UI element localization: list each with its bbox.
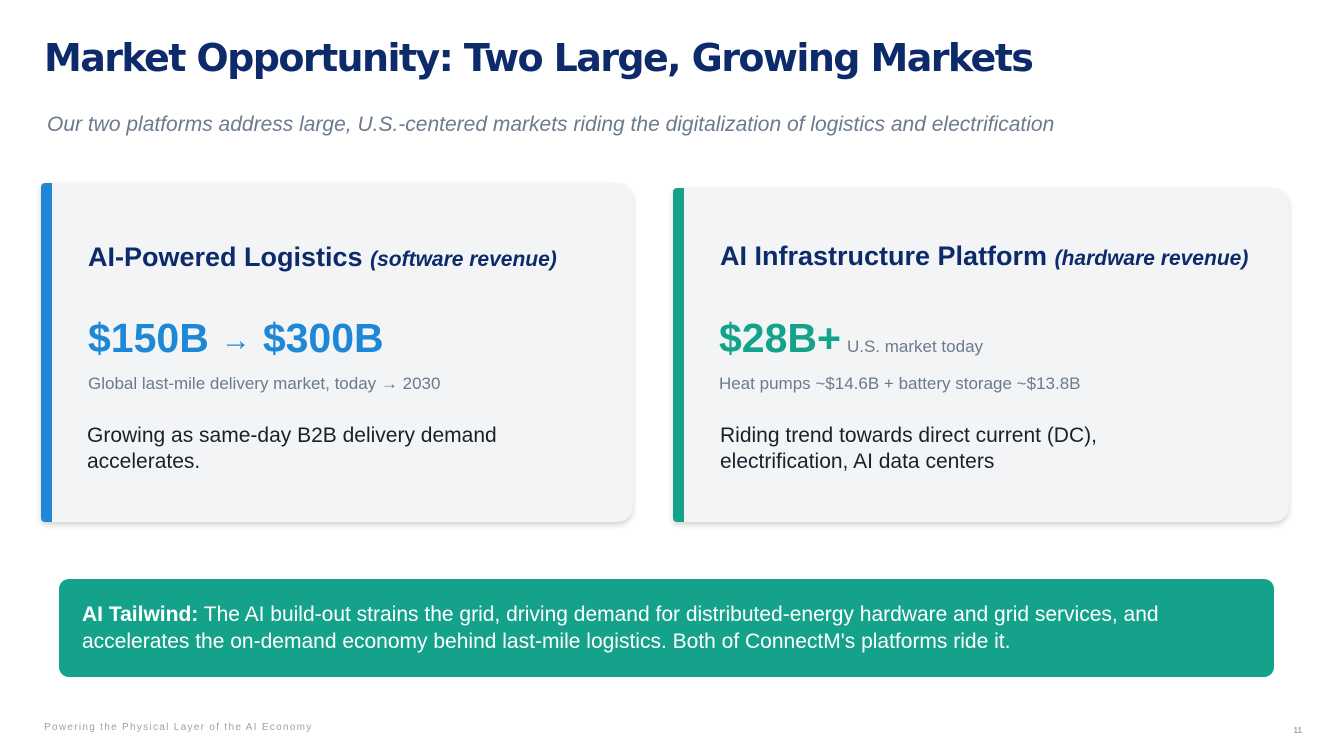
logistics-value-from: $150B — [88, 315, 209, 361]
infrastructure-accent-bar — [673, 188, 684, 522]
logistics-card: AI-Powered Logistics (software revenue) … — [41, 183, 633, 522]
infrastructure-market-value: $28B+ U.S. market today — [719, 315, 983, 362]
right-arrow-icon: → — [220, 324, 251, 357]
footer-tagline: Powering the Physical Layer of the AI Ec… — [44, 722, 313, 733]
logistics-title-text: AI-Powered Logistics — [88, 242, 363, 272]
infrastructure-value-note: U.S. market today — [846, 337, 984, 356]
ai-tailwind-callout: AI Tailwind: The AI build-out strains th… — [59, 579, 1274, 677]
logistics-body: Growing as same-day B2B delivery demand … — [87, 424, 497, 473]
page-number: 11 — [1293, 726, 1302, 735]
logistics-caption: Global last-mile delivery market, today … — [88, 374, 441, 393]
logistics-accent-bar — [41, 183, 52, 522]
infrastructure-body: Riding trend towards direct current (DC)… — [720, 424, 1097, 473]
ai-tailwind-label: AI Tailwind: — [82, 603, 199, 626]
logistics-value-to: $300B — [262, 315, 384, 361]
infrastructure-caption: Heat pumps ~$14.6B + battery storage ~$1… — [719, 374, 1081, 393]
infrastructure-card: AI Infrastructure Platform (hardware rev… — [673, 188, 1289, 522]
infrastructure-card-title: AI Infrastructure Platform (hardware rev… — [720, 241, 1248, 272]
infrastructure-value: $28B+ — [719, 315, 841, 361]
slide-subtitle: Our two platforms address large, U.S.-ce… — [47, 113, 1055, 136]
logistics-card-title: AI-Powered Logistics (software revenue) — [88, 242, 557, 273]
infrastructure-title-paren: (hardware revenue) — [1054, 247, 1249, 270]
logistics-title-paren: (software revenue) — [370, 248, 557, 271]
ai-tailwind-text: The AI build-out strains the grid, drivi… — [82, 603, 1159, 653]
logistics-market-value: $150B → $300B — [88, 315, 384, 362]
infrastructure-title-text: AI Infrastructure Platform — [720, 241, 1048, 271]
slide-title: Market Opportunity: Two Large, Growing M… — [44, 36, 1034, 80]
